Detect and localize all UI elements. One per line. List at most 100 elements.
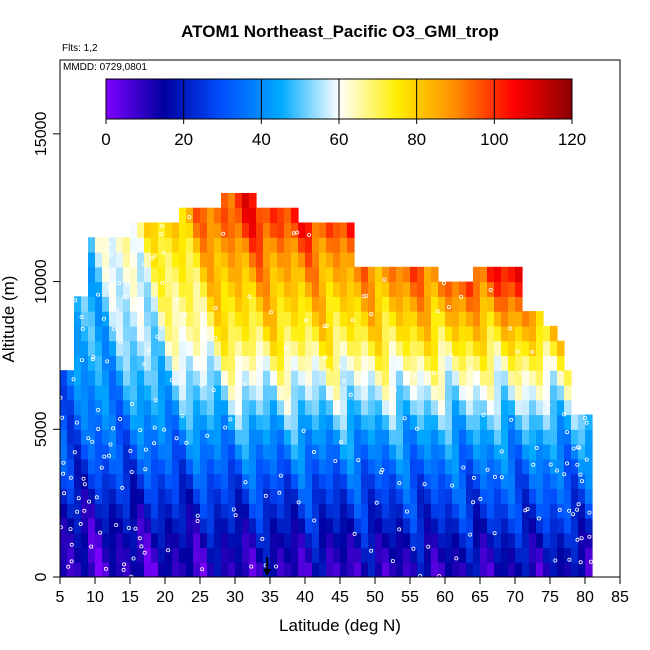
heatmap-cell — [417, 325, 425, 342]
heatmap-cell — [347, 458, 355, 475]
heatmap-cell — [459, 325, 467, 342]
heatmap-cell — [207, 325, 215, 342]
heatmap-cell — [172, 384, 180, 401]
observation-point — [587, 534, 592, 539]
observation-point — [66, 564, 71, 569]
heatmap-cell — [305, 473, 313, 489]
heatmap-cell — [221, 384, 229, 401]
heatmap-cell — [312, 488, 320, 504]
heatmap-cell — [144, 266, 152, 283]
heatmap-cell — [74, 488, 82, 504]
heatmap-cell — [214, 311, 222, 327]
heatmap-cell — [347, 532, 355, 549]
heatmap-cell — [221, 340, 229, 357]
heatmap-cell — [445, 429, 453, 445]
heatmap-cell — [284, 503, 292, 519]
heatmap-cell — [333, 281, 341, 297]
observation-point — [508, 326, 513, 331]
observation-point — [397, 480, 402, 485]
heatmap-cell — [305, 429, 313, 445]
heatmap-cell — [249, 429, 257, 445]
heatmap-cell — [459, 340, 467, 357]
observation-point — [82, 482, 87, 487]
heatmap-cell — [319, 547, 327, 563]
heatmap-cell — [242, 207, 250, 224]
observation-point — [341, 378, 346, 383]
mmdd-label: MMDD: 0729,0801 — [63, 62, 147, 73]
heatmap-cell — [557, 340, 565, 357]
heatmap-cell — [389, 325, 397, 342]
heatmap-cell — [298, 503, 306, 519]
heatmap-cell — [368, 562, 376, 577]
heatmap-cell — [438, 281, 446, 297]
heatmap-cell — [291, 547, 299, 563]
heatmap-cell — [529, 444, 537, 460]
heatmap-cell — [172, 296, 180, 312]
heatmap-cell — [116, 296, 124, 312]
heatmap-cell — [221, 281, 229, 297]
heatmap-cell — [249, 340, 257, 357]
heatmap-cell — [438, 399, 446, 416]
heatmap-cell — [480, 370, 488, 386]
observation-point — [62, 491, 67, 496]
heatmap-cell — [326, 370, 334, 386]
heatmap-cell — [417, 562, 425, 577]
heatmap-cell — [74, 399, 82, 416]
heatmap-cell — [501, 384, 509, 401]
heatmap-cell — [382, 444, 390, 460]
observation-point — [78, 521, 83, 526]
heatmap-cell — [158, 444, 166, 460]
heatmap-cell — [207, 355, 215, 371]
heatmap-cell — [319, 340, 327, 357]
heatmap-cell — [151, 399, 159, 416]
heatmap-cell — [466, 296, 474, 312]
heatmap-cell — [200, 444, 208, 460]
heatmap-cell — [368, 503, 376, 519]
heatmap-cell — [368, 311, 376, 327]
heatmap-cell — [305, 266, 313, 283]
heatmap-cell — [424, 503, 432, 519]
heatmap-cell — [235, 384, 243, 401]
heatmap-cell — [256, 252, 264, 268]
heatmap-cell — [389, 532, 397, 549]
heatmap-cell — [312, 222, 320, 238]
heatmap-cell — [459, 547, 467, 563]
observation-point — [200, 567, 205, 572]
observation-point — [575, 507, 580, 512]
heatmap-cell — [571, 414, 579, 430]
heatmap-cell — [340, 488, 348, 504]
observation-point — [129, 469, 134, 474]
heatmap-cell — [242, 503, 250, 519]
heatmap-cell — [375, 311, 383, 327]
heatmap-cell — [200, 222, 208, 238]
heatmap-cell — [207, 458, 215, 475]
heatmap-cell — [501, 296, 509, 312]
heatmap-cell — [382, 488, 390, 504]
heatmap-cell — [221, 414, 229, 430]
heatmap-cell — [515, 399, 523, 416]
observation-point — [242, 382, 247, 387]
observation-point — [99, 465, 104, 470]
heatmap-cell — [487, 503, 495, 519]
heatmap-cell — [361, 562, 369, 577]
observation-point — [509, 417, 514, 422]
heatmap-cell — [557, 370, 565, 386]
observation-point — [81, 476, 86, 481]
heatmap-cell — [228, 517, 236, 534]
heatmap-cell — [144, 384, 152, 401]
heatmap-cell — [298, 370, 306, 386]
heatmap-cell — [270, 325, 278, 342]
heatmap-cell — [165, 488, 173, 504]
heatmap-cell — [585, 458, 593, 475]
heatmap-cell — [123, 562, 131, 577]
heatmap-cell — [305, 458, 313, 475]
heatmap-cell — [410, 384, 418, 401]
heatmap-cell — [354, 325, 362, 342]
heatmap-cell — [543, 532, 551, 549]
heatmap-cell — [144, 370, 152, 386]
heatmap-cell — [480, 355, 488, 371]
heatmap-cell — [200, 355, 208, 371]
heatmap-cell — [578, 532, 586, 549]
observation-point — [587, 510, 592, 515]
observation-point — [278, 473, 283, 478]
